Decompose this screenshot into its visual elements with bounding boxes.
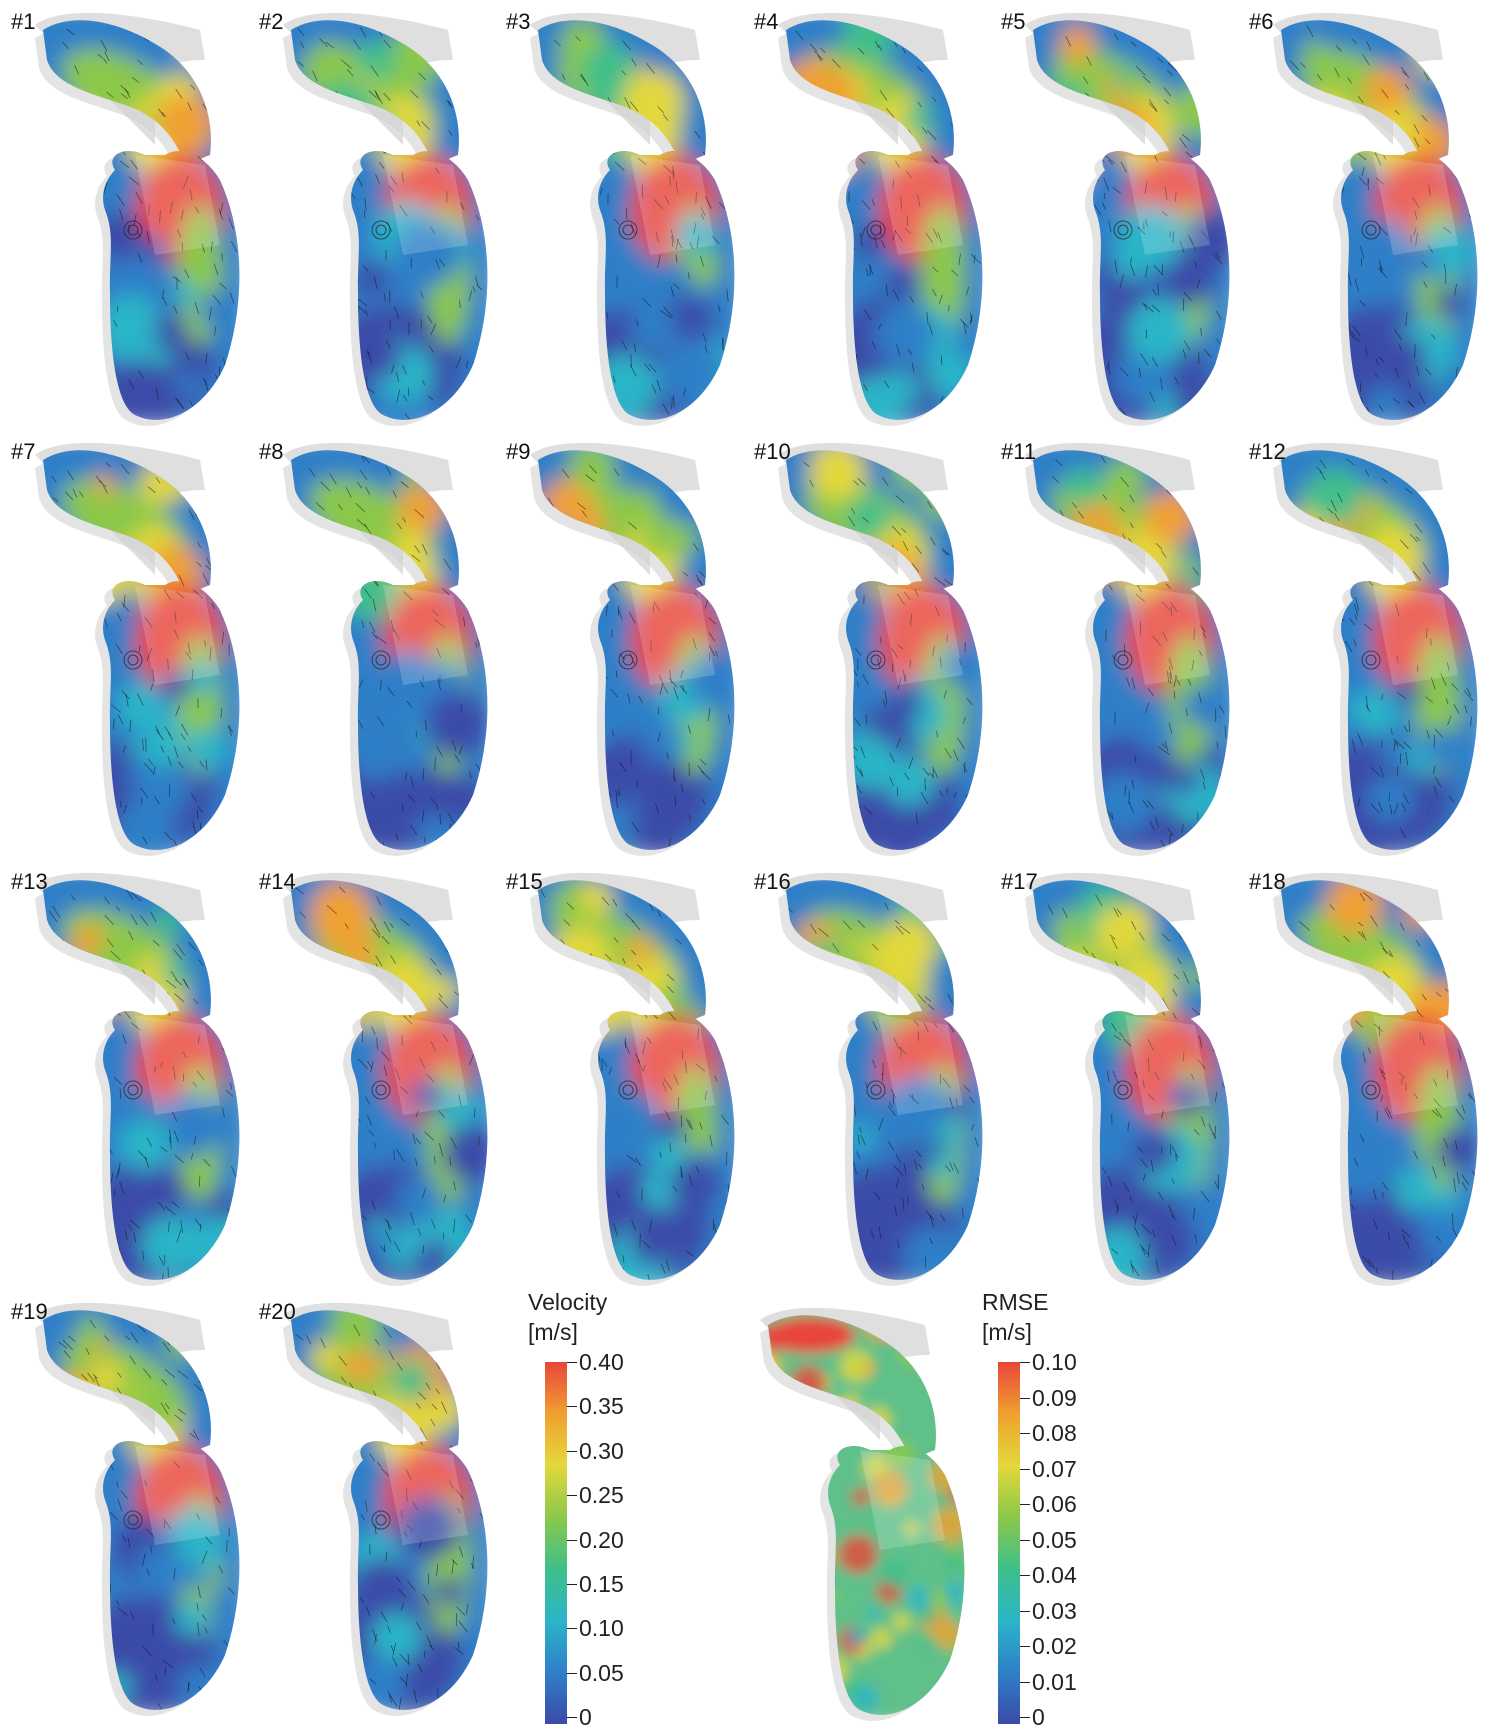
colorbar-tick-label: 0.30 — [579, 1437, 624, 1464]
colorbar-tick-label: 0.35 — [579, 1393, 624, 1420]
panel-label: #4 — [754, 9, 779, 34]
heart-panel: #10 — [748, 435, 993, 856]
colorbar-tick-label: 0.04 — [1032, 1562, 1077, 1588]
velocity-title: Velocity — [528, 1289, 608, 1315]
colorbar-tick-label: 0.15 — [579, 1570, 624, 1597]
colorbar-tick — [567, 1539, 577, 1541]
panel-label: #10 — [754, 439, 791, 464]
colorbar-tick-label: 0.09 — [1032, 1384, 1077, 1411]
rmse-heart-map — [730, 1300, 975, 1721]
colorbar-tick-label: 0 — [1032, 1704, 1045, 1728]
panel-label: #14 — [259, 869, 296, 894]
heart-panel: #9 — [500, 435, 745, 856]
colorbar-tick-label: 0.01 — [1032, 1668, 1077, 1695]
heart-panel: #2 — [253, 5, 498, 426]
rmse-unit: [m/s] — [982, 1319, 1032, 1345]
heart-panel: #4 — [748, 5, 993, 426]
colorbar-tick — [1020, 1362, 1030, 1363]
heart-panel: #5 — [995, 5, 1240, 426]
colorbar-tick — [1020, 1468, 1030, 1470]
colorbar-tick-label: 0.07 — [1032, 1455, 1077, 1482]
panel-label: #7 — [11, 439, 36, 464]
heart-panel: #13 — [5, 865, 250, 1286]
colorbar-tick — [567, 1628, 577, 1630]
rmse-title: RMSE — [982, 1289, 1049, 1315]
heart-panel: #12 — [1243, 435, 1488, 856]
colorbar-tick-label: 0.10 — [579, 1615, 624, 1642]
panel-label: #17 — [1001, 869, 1038, 894]
colorbar-tick — [1020, 1433, 1030, 1434]
colorbar-tick — [1020, 1717, 1030, 1718]
heart-panel: #3 — [500, 5, 745, 426]
heart-panel: #1 — [5, 5, 250, 426]
velocity-unit: [m/s] — [528, 1319, 578, 1345]
rmse-colorbar-gradient — [998, 1362, 1020, 1724]
colorbar-tick-label: 0.02 — [1032, 1633, 1077, 1659]
panel-label: #1 — [11, 9, 36, 34]
colorbar-tick — [567, 1362, 577, 1363]
heart-panel: #16 — [748, 865, 993, 1286]
colorbar-tick — [1020, 1610, 1030, 1612]
panel-label: #5 — [1001, 9, 1026, 34]
panel-label: #18 — [1249, 869, 1286, 894]
colorbar-tick — [1020, 1539, 1030, 1541]
panel-label: #6 — [1249, 9, 1274, 34]
panel-label: #15 — [506, 869, 543, 894]
panel-label: #11 — [1001, 439, 1037, 464]
colorbar-tick — [1020, 1397, 1030, 1399]
colorbar-tick — [567, 1450, 577, 1452]
panel-label: #13 — [11, 869, 48, 894]
panel-label: #20 — [259, 1299, 296, 1324]
colorbar-tick — [1020, 1646, 1030, 1647]
colorbar-tick-label: 0 — [579, 1704, 592, 1728]
colorbar-tick-label: 0.06 — [1032, 1491, 1077, 1517]
colorbar-tick-label: 0.05 — [1032, 1526, 1077, 1553]
colorbar-tick-label: 0.40 — [579, 1349, 624, 1375]
colorbar-tick-label: 0.08 — [1032, 1420, 1077, 1446]
heart-panel: #18 — [1243, 865, 1488, 1286]
heart-panel: #17 — [995, 865, 1240, 1286]
colorbar-tick-label: 0.20 — [579, 1526, 624, 1553]
colorbar-tick — [567, 1406, 577, 1408]
panel-label: #8 — [259, 439, 284, 464]
heart-panel: #6 — [1243, 5, 1488, 426]
colorbar-tick — [567, 1583, 577, 1585]
colorbar-tick-label: 0.25 — [579, 1482, 624, 1509]
panel-label: #16 — [754, 869, 791, 894]
colorbar-tick — [567, 1672, 577, 1674]
colorbar-tick — [1020, 1681, 1030, 1683]
panel-label: #12 — [1249, 439, 1286, 464]
heart-panel: #19 — [5, 1295, 250, 1716]
heart-panel: #15 — [500, 865, 745, 1286]
velocity-colorbar-gradient — [545, 1362, 567, 1724]
panel-label: #2 — [259, 9, 284, 34]
heart-panel: #20 — [253, 1295, 498, 1716]
heart-panel: #14 — [253, 865, 498, 1286]
heart-panel: #7 — [5, 435, 250, 856]
panel-label: #19 — [11, 1299, 48, 1324]
colorbar-tick-label: 0.03 — [1032, 1597, 1077, 1624]
colorbar-tick-label: 0.05 — [579, 1659, 624, 1686]
panel-label: #9 — [506, 439, 531, 464]
heart-panel: #11 — [995, 435, 1240, 856]
colorbar-tick — [1020, 1504, 1030, 1505]
colorbar-tick — [567, 1717, 577, 1718]
panel-label: #3 — [506, 9, 531, 34]
colorbar-tick — [1020, 1575, 1030, 1576]
colorbar-tick — [567, 1495, 577, 1497]
heart-panel: #8 — [253, 435, 498, 856]
colorbar-tick-label: 0.10 — [1032, 1349, 1077, 1375]
